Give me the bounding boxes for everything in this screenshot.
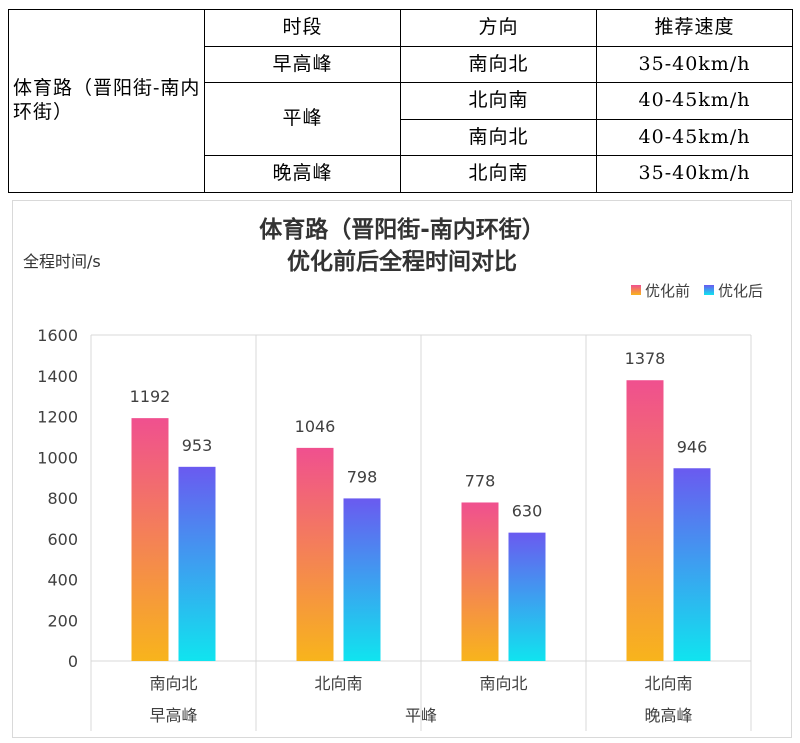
period-cell: 晚高峰 bbox=[204, 155, 401, 193]
y-tick-label: 1400 bbox=[37, 367, 78, 386]
speed-cell: 35-40km/h bbox=[596, 45, 793, 84]
data-label: 1378 bbox=[625, 349, 666, 368]
x-tick-label: 南向北 bbox=[149, 674, 197, 693]
speed-table: 体育路（晋阳街-南内环街） 时段 方向 推荐速度 早高峰 南向北 35-40km… bbox=[8, 9, 793, 193]
speed-cell: 35-40km/h bbox=[596, 155, 793, 193]
data-label: 798 bbox=[347, 467, 378, 486]
table-header-row: 体育路（晋阳街-南内环街） 时段 方向 推荐速度 bbox=[8, 9, 793, 193]
bar-before bbox=[461, 502, 499, 661]
bar-chart: 体育路（晋阳街-南内环街） 优化前后全程时间对比 全程时间/s 优化前 优化后 0… bbox=[23, 216, 763, 731]
bar-before bbox=[626, 380, 664, 661]
direction-cell: 南向北 bbox=[400, 118, 597, 157]
legend-swatch-after bbox=[704, 285, 714, 295]
speed-cell: 40-45km/h bbox=[596, 118, 793, 157]
header-period: 时段 bbox=[204, 9, 401, 47]
direction-cell: 南向北 bbox=[400, 45, 597, 84]
x-group-label: 晚高峰 bbox=[644, 706, 692, 725]
bar-before bbox=[296, 447, 334, 661]
data-label: 946 bbox=[677, 437, 708, 456]
x-group-label: 平峰 bbox=[405, 706, 437, 725]
y-tick-label: 0 bbox=[68, 652, 78, 671]
plot-area: 0 200 400 600 800 1000 1200 1400 1600 1192 953 南向北 1… bbox=[37, 326, 752, 731]
bar-after bbox=[673, 468, 711, 661]
bar-before bbox=[131, 418, 169, 661]
header-direction: 方向 bbox=[400, 9, 597, 47]
data-label: 778 bbox=[465, 471, 496, 490]
y-axis-label: 全程时间/s bbox=[23, 252, 101, 271]
speed-cell: 40-45km/h bbox=[596, 82, 793, 120]
data-label: 630 bbox=[512, 502, 543, 521]
direction-cell: 北向南 bbox=[400, 155, 597, 193]
data-label: 1192 bbox=[130, 387, 171, 406]
road-name-cell: 体育路（晋阳街-南内环街） bbox=[8, 9, 205, 193]
y-tick-label: 600 bbox=[47, 530, 78, 549]
x-group-label: 早高峰 bbox=[149, 706, 197, 725]
legend-label: 优化后 bbox=[718, 282, 763, 300]
chart-container: 体育路（晋阳街-南内环街） 优化前后全程时间对比 全程时间/s 优化前 优化后 0… bbox=[12, 200, 792, 738]
y-tick-label: 1600 bbox=[37, 326, 78, 345]
chart-title-line2: 优化前后全程时间对比 bbox=[287, 248, 517, 275]
y-tick-label: 1200 bbox=[37, 408, 78, 427]
data-label: 953 bbox=[182, 436, 213, 455]
chart-legend: 优化前 优化后 bbox=[631, 282, 763, 300]
x-tick-label: 北向南 bbox=[644, 674, 692, 693]
table-row: 南向北 40-45km/h bbox=[9, 118, 793, 157]
y-tick-label: 1000 bbox=[37, 448, 78, 467]
x-tick-label: 南向北 bbox=[479, 674, 527, 693]
table-row: 早高峰 南向北 35-40km/h bbox=[9, 45, 793, 84]
table-row: 平峰 北向南 40-45km/h bbox=[9, 82, 793, 157]
direction-cell: 北向南 bbox=[400, 82, 597, 120]
y-tick-label: 200 bbox=[47, 611, 78, 630]
chart-title-line1: 体育路（晋阳街-南内环街） bbox=[259, 216, 545, 243]
legend-swatch-before bbox=[631, 285, 641, 295]
bar-after bbox=[508, 532, 546, 661]
period-cell: 早高峰 bbox=[204, 45, 401, 84]
header-speed: 推荐速度 bbox=[596, 9, 793, 47]
data-label: 1046 bbox=[295, 417, 336, 436]
period-cell: 平峰 bbox=[204, 82, 401, 157]
table-row: 晚高峰 北向南 35-40km/h bbox=[9, 155, 793, 193]
bar-after bbox=[178, 466, 216, 661]
x-tick-label: 北向南 bbox=[314, 674, 362, 693]
legend-label: 优化前 bbox=[645, 282, 690, 300]
bar-after bbox=[343, 498, 381, 661]
y-tick-label: 800 bbox=[47, 489, 78, 508]
y-tick-label: 400 bbox=[47, 571, 78, 590]
